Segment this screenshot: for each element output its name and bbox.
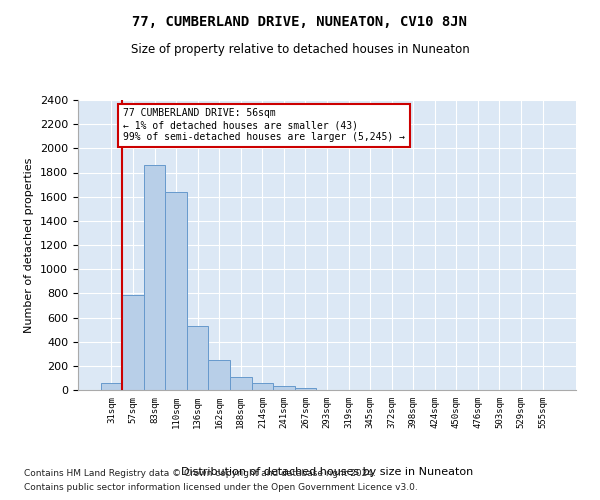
X-axis label: Distribution of detached houses by size in Nuneaton: Distribution of detached houses by size … <box>181 468 473 477</box>
Text: 77, CUMBERLAND DRIVE, NUNEATON, CV10 8JN: 77, CUMBERLAND DRIVE, NUNEATON, CV10 8JN <box>133 15 467 29</box>
Bar <box>251 383 273 390</box>
Text: Contains HM Land Registry data © Crown copyright and database right 2024.: Contains HM Land Registry data © Crown c… <box>24 468 376 477</box>
Bar <box>122 294 144 390</box>
Bar <box>208 360 230 390</box>
Bar <box>144 165 166 390</box>
Y-axis label: Number of detached properties: Number of detached properties <box>25 158 34 332</box>
Bar <box>187 326 208 390</box>
Bar <box>295 388 316 390</box>
Bar <box>230 376 251 390</box>
Text: Size of property relative to detached houses in Nuneaton: Size of property relative to detached ho… <box>131 42 469 56</box>
Bar <box>101 383 122 390</box>
Text: 77 CUMBERLAND DRIVE: 56sqm
← 1% of detached houses are smaller (43)
99% of semi-: 77 CUMBERLAND DRIVE: 56sqm ← 1% of detac… <box>123 108 405 142</box>
Text: Contains public sector information licensed under the Open Government Licence v3: Contains public sector information licen… <box>24 484 418 492</box>
Bar <box>273 386 295 390</box>
Bar <box>166 192 187 390</box>
